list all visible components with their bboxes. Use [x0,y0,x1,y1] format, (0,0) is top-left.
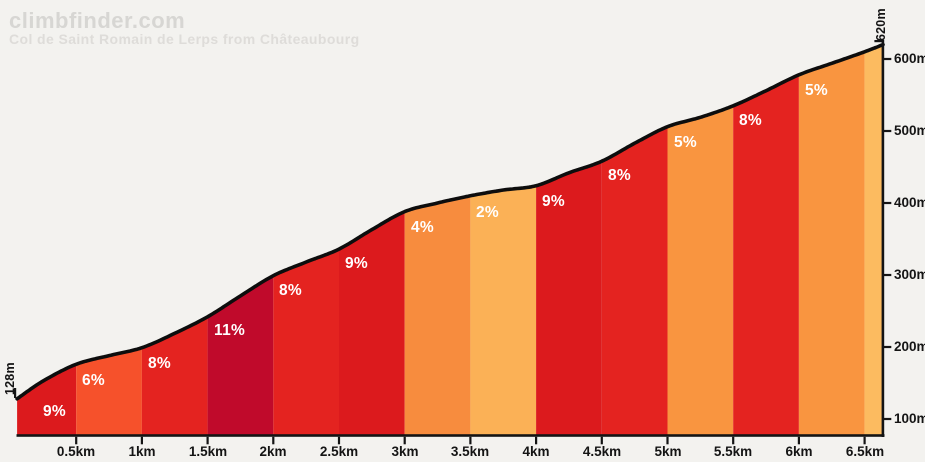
y-axis-tick [883,417,892,421]
gradient-segment-area [17,364,77,436]
x-axis-tick [732,436,735,445]
gradient-label: 9% [43,403,67,420]
x-tick-label: 6km [785,444,813,459]
gradient-segment-area [601,126,668,436]
gradient-label: 9% [542,193,566,210]
x-tick-label: 5.5km [713,444,753,459]
x-tick-label: 4.5km [582,444,622,459]
x-axis [16,434,885,437]
x-tick-label: 1.5km [188,444,228,459]
y-axis-tick [883,273,892,277]
gradient-segment-area [141,316,208,436]
x-axis-tick [469,436,472,445]
y-axis-tick [883,201,892,205]
x-tick-label: 0.5km [56,444,96,459]
gradient-segment-area [339,211,405,436]
x-tick-label: 2.5km [319,444,359,459]
gradient-segment-area [273,249,339,436]
gradient-label: 8% [739,112,763,129]
y-tick-label: 400m [894,195,925,210]
gradient-label: 9% [345,255,369,272]
start-elevation-tick [14,388,17,398]
gradient-label: 8% [608,167,632,184]
x-axis-tick [535,436,538,445]
y-tick-label: 300m [894,267,925,282]
y-axis [881,40,885,437]
gradient-label: 11% [214,322,246,339]
gradient-segment-area [864,44,883,436]
x-axis-tick [206,436,209,445]
end-elevation-tick [874,40,883,43]
gradient-segment-area [798,51,865,436]
gradient-label: 8% [279,282,303,299]
y-tick-label: 100m [894,411,925,426]
x-axis-tick [863,436,866,445]
y-axis-tick [883,345,892,349]
gradient-label: 5% [674,134,698,151]
y-tick-label: 600m [894,51,925,66]
gradient-label: 2% [476,204,500,221]
gradient-segment-area [470,185,537,436]
x-axis-tick [272,436,275,445]
gradient-segment-area [404,195,471,436]
gradient-segment-area [76,347,142,436]
x-tick-label: 5km [654,444,682,459]
x-axis-tick [75,436,78,445]
x-tick-label: 3.5km [450,444,490,459]
x-axis-tick [140,436,143,445]
y-axis-tick [883,57,892,61]
x-axis-tick [666,436,669,445]
gradient-label: 4% [411,219,435,236]
y-axis-tick [883,129,892,133]
end-elevation-label: 620m [874,8,888,41]
y-tick-label: 200m [894,339,925,354]
gradient-segment-area [207,275,274,436]
x-tick-label: 6.5km [845,444,885,459]
climb-title: Col de Saint Romain de Lerps from Châtea… [9,31,360,47]
start-elevation-label: 128m [3,362,17,395]
x-tick-label: 4km [522,444,550,459]
x-axis-tick [337,436,341,445]
x-axis-tick [600,436,603,445]
x-tick-label: 1km [128,444,156,459]
y-tick-label: 500m [894,123,925,138]
gradient-segment-area [667,105,734,436]
x-axis-tick [403,436,406,445]
gradient-segment-area [536,161,602,436]
brand-logo-text: climbfinder.com [9,8,186,33]
gradient-label: 8% [148,355,172,372]
gradient-label: 6% [82,372,106,389]
x-tick-label: 2km [259,444,287,459]
gradient-label: 5% [805,82,829,99]
x-axis-tick [797,436,800,445]
gradient-segment-area [733,74,799,436]
x-tick-label: 3km [391,444,419,459]
elevation-line [15,42,885,401]
